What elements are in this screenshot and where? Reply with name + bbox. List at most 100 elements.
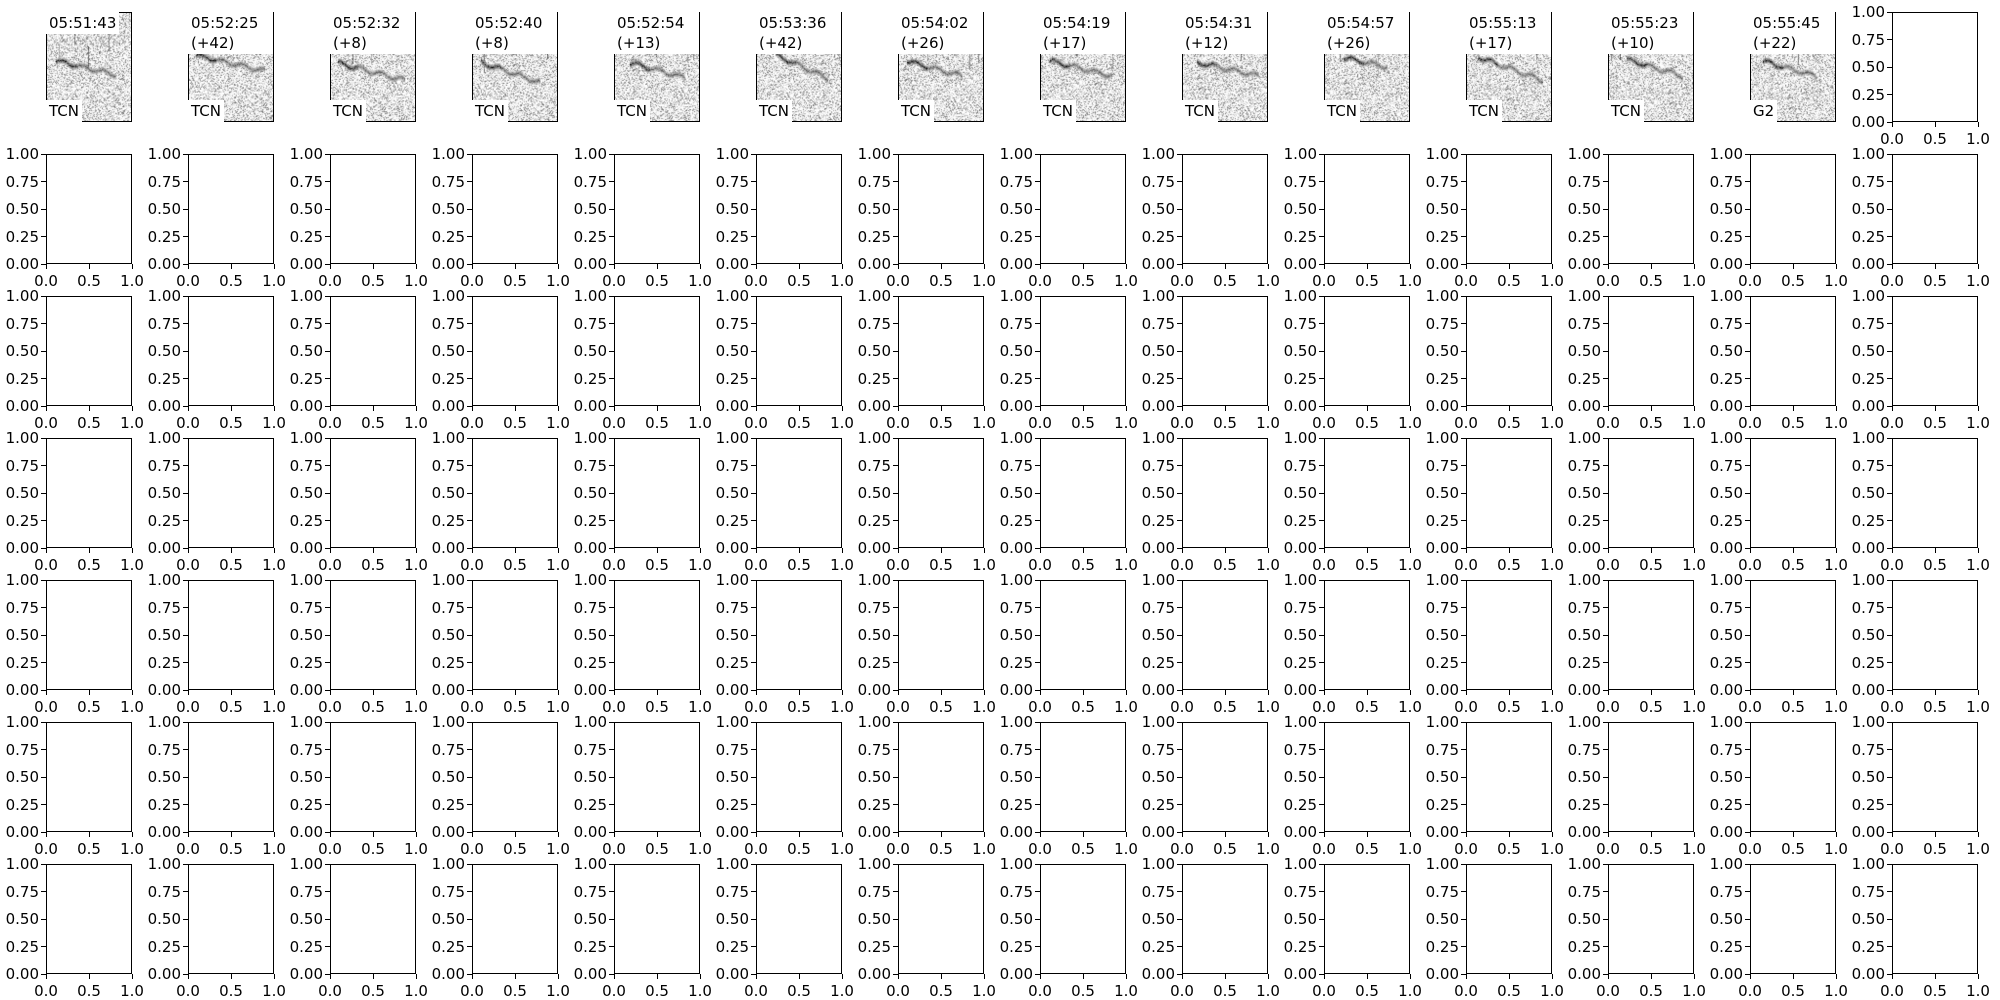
x-tick-label: 0.5 <box>503 556 527 574</box>
y-tick-label: 0.25 <box>431 369 465 388</box>
y-tick <box>751 520 756 522</box>
x-tick <box>131 548 133 553</box>
panel-time-label: 05:54:57(+26) <box>1324 12 1409 54</box>
y-tick <box>1745 465 1750 467</box>
x-tick <box>131 974 133 979</box>
y-tick-label: 0.50 <box>1425 626 1459 644</box>
y-tick <box>1035 607 1040 609</box>
x-tick-label: 1.0 <box>1256 840 1280 858</box>
x-tick-label: 1.0 <box>830 414 854 432</box>
y-tick-label: 0.75 <box>715 314 749 333</box>
x-tick-label: 1.0 <box>1682 414 1706 432</box>
y-tick <box>1603 607 1608 609</box>
y-tick <box>467 295 472 297</box>
x-tick-label: 0.0 <box>1596 982 1620 1000</box>
x-tick <box>415 974 417 979</box>
y-tick-label: 0.25 <box>431 795 465 814</box>
x-tick <box>699 832 701 837</box>
x-tick <box>273 548 275 553</box>
y-tick <box>893 437 898 439</box>
y-tick-label: 1.00 <box>289 429 323 447</box>
y-tick <box>751 776 756 778</box>
x-tick <box>897 406 899 411</box>
y-tick <box>609 831 614 833</box>
y-tick <box>609 946 614 948</box>
y-tick <box>1461 579 1466 581</box>
y-tick <box>751 405 756 407</box>
x-tick-label: 0.5 <box>1355 840 1379 858</box>
empty-axes: 0.00 0.25 0.50 0.75 1.00 0.0 0.5 1.0 <box>1000 573 1138 715</box>
y-tick <box>183 405 188 407</box>
x-tick <box>1977 548 1979 553</box>
y-tick-label: 0.50 <box>1851 768 1885 786</box>
y-tick-label: 0.75 <box>1141 314 1175 333</box>
x-tick-label: 0.0 <box>1738 840 1762 858</box>
x-tick <box>940 974 942 979</box>
x-tick-label: 0.5 <box>1497 698 1521 716</box>
y-tick <box>1887 749 1892 751</box>
x-tick <box>1409 832 1411 837</box>
x-tick <box>1082 406 1084 411</box>
x-tick <box>699 690 701 695</box>
y-tick-label: 1.00 <box>1709 713 1743 731</box>
x-tick <box>1792 406 1794 411</box>
y-tick <box>41 236 46 238</box>
x-tick-label: 0.0 <box>1312 698 1336 716</box>
empty-axes: 0.00 0.25 0.50 0.75 1.00 0.0 0.5 1.0 <box>574 857 712 999</box>
y-tick <box>467 973 472 975</box>
y-tick <box>1319 918 1324 920</box>
x-tick <box>983 406 985 411</box>
panel-time-label: 05:51:43 <box>46 12 120 34</box>
x-tick <box>613 264 615 269</box>
y-tick-label: 0.50 <box>999 200 1033 218</box>
y-tick-label: 0.50 <box>857 626 891 644</box>
x-tick-label: 1.0 <box>120 840 144 858</box>
y-tick <box>467 689 472 691</box>
x-tick <box>372 832 374 837</box>
x-tick <box>798 406 800 411</box>
x-tick-label: 0.0 <box>1454 982 1478 1000</box>
y-tick <box>1035 181 1040 183</box>
y-tick <box>751 295 756 297</box>
x-tick <box>1934 122 1936 127</box>
x-tick <box>1551 832 1553 837</box>
y-tick-label: 1.00 <box>573 855 607 873</box>
x-tick-label: 0.0 <box>1170 840 1194 858</box>
empty-axes: 0.00 0.25 0.50 0.75 1.00 0.0 0.5 1.0 <box>1426 147 1564 289</box>
y-tick <box>41 689 46 691</box>
y-tick-label: 0.75 <box>5 314 39 333</box>
x-tick-label: 0.5 <box>219 698 243 716</box>
y-tick-label: 1.00 <box>147 571 181 589</box>
y-tick-label: 0.75 <box>1425 882 1459 901</box>
x-tick-label: 0.5 <box>787 556 811 574</box>
y-tick-label: 0.50 <box>5 200 39 218</box>
y-tick-label: 0.75 <box>999 740 1033 759</box>
y-tick <box>1319 378 1324 380</box>
y-tick <box>1887 263 1892 265</box>
x-tick <box>329 548 331 553</box>
empty-axes: 0.00 0.25 0.50 0.75 1.00 0.0 0.5 1.0 <box>1710 431 1848 573</box>
y-tick-label: 0.50 <box>1283 342 1317 360</box>
y-tick <box>1887 323 1892 325</box>
x-tick-label: 1.0 <box>1256 272 1280 290</box>
x-tick <box>1366 548 1368 553</box>
y-tick-label: 1.00 <box>431 145 465 163</box>
y-tick <box>1177 804 1182 806</box>
y-tick <box>893 863 898 865</box>
empty-axes: 0.00 0.25 0.50 0.75 1.00 0.0 0.5 1.0 <box>1568 289 1706 431</box>
y-tick-label: 1.00 <box>1283 287 1317 305</box>
y-tick-label: 0.00 <box>5 681 39 699</box>
y-tick-label: 0.25 <box>857 937 891 956</box>
y-tick <box>467 804 472 806</box>
x-tick <box>841 974 843 979</box>
y-tick-label: 0.75 <box>573 456 607 475</box>
y-tick-label: 0.75 <box>1283 172 1317 191</box>
y-tick-label: 1.00 <box>1141 429 1175 447</box>
y-tick <box>893 634 898 636</box>
y-tick <box>1319 973 1324 975</box>
x-tick-label: 0.0 <box>1028 556 1052 574</box>
y-tick <box>751 579 756 581</box>
x-tick-label: 1.0 <box>1540 698 1564 716</box>
y-tick <box>1035 437 1040 439</box>
x-tick-label: 1.0 <box>404 840 428 858</box>
